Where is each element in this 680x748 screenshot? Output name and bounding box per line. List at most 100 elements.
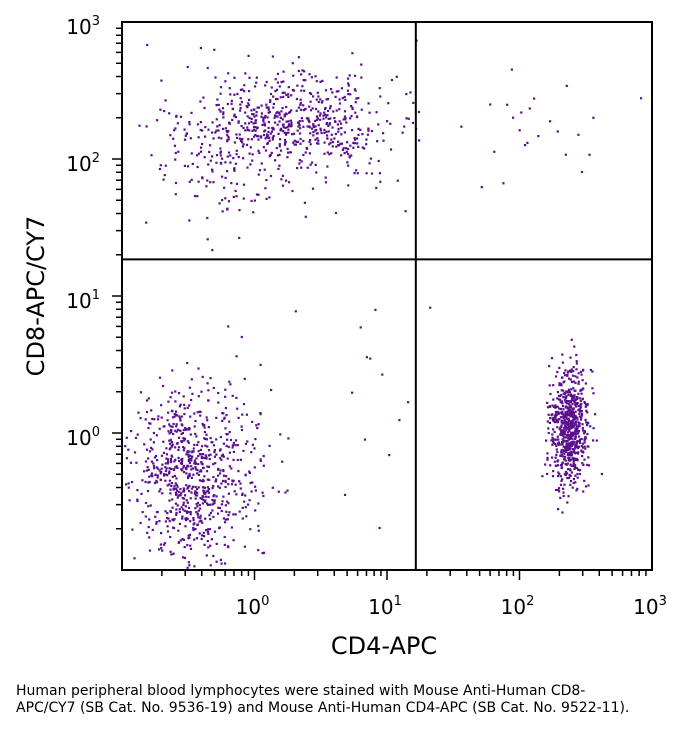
data-point <box>172 416 175 419</box>
data-point <box>556 371 559 374</box>
data-point <box>562 408 565 411</box>
data-point <box>512 116 515 119</box>
data-point <box>296 121 300 124</box>
data-point <box>136 498 139 501</box>
data-point <box>228 420 231 423</box>
data-point <box>329 141 332 144</box>
data-point <box>267 130 270 133</box>
data-point <box>182 501 185 504</box>
data-point <box>290 94 293 97</box>
data-point <box>183 437 187 440</box>
data-point <box>493 150 496 153</box>
data-point <box>252 125 256 129</box>
data-point <box>257 173 260 176</box>
data-point <box>592 439 595 442</box>
data-point <box>374 308 377 311</box>
data-point <box>169 535 172 539</box>
data-point <box>317 95 320 98</box>
data-point <box>185 132 188 135</box>
data-point <box>351 107 354 111</box>
data-point <box>354 111 357 114</box>
data-point <box>197 367 200 370</box>
data-point <box>297 56 300 59</box>
data-point <box>240 100 243 104</box>
data-point <box>166 525 169 528</box>
data-point <box>244 111 247 114</box>
data-point <box>554 375 558 378</box>
data-point <box>158 490 161 493</box>
data-point <box>578 469 582 472</box>
data-point <box>319 127 322 130</box>
data-point <box>588 153 591 156</box>
data-point <box>554 456 557 459</box>
data-point <box>200 462 203 465</box>
data-point <box>569 356 572 359</box>
data-point <box>346 161 349 164</box>
data-point <box>386 120 389 123</box>
data-point <box>195 435 198 438</box>
data-point <box>150 460 153 463</box>
data-point <box>562 396 565 399</box>
data-point <box>340 87 344 90</box>
data-point <box>213 48 216 51</box>
data-point <box>315 98 318 101</box>
data-point <box>545 439 548 442</box>
data-point <box>323 111 326 114</box>
data-point <box>278 111 281 114</box>
data-point <box>269 153 272 156</box>
data-point <box>180 415 183 418</box>
data-point <box>528 107 531 110</box>
data-point <box>309 143 312 146</box>
data-point <box>562 389 565 392</box>
data-point <box>340 127 343 130</box>
data-point <box>206 445 209 448</box>
data-point <box>139 417 142 420</box>
data-point <box>557 508 560 511</box>
data-point <box>298 124 301 127</box>
data-point <box>574 445 578 448</box>
data-point <box>207 399 210 402</box>
data-point <box>586 433 589 436</box>
data-point <box>287 131 290 134</box>
data-point <box>317 139 320 142</box>
data-point <box>574 421 577 424</box>
data-point <box>257 106 260 109</box>
data-point <box>196 469 199 472</box>
data-point <box>147 397 150 400</box>
data-point <box>577 421 580 424</box>
data-point <box>183 556 186 560</box>
data-point <box>290 109 293 112</box>
data-point <box>584 405 587 408</box>
data-point <box>190 459 193 462</box>
data-point <box>281 107 284 110</box>
data-point <box>239 139 243 142</box>
data-point <box>559 496 562 499</box>
data-point <box>563 420 566 423</box>
data-point <box>558 407 561 410</box>
data-point <box>276 97 279 101</box>
data-point <box>204 135 207 138</box>
data-point <box>151 417 154 421</box>
data-point <box>559 443 562 446</box>
data-point <box>298 159 301 162</box>
data-point <box>264 149 268 152</box>
data-point <box>561 441 564 444</box>
data-point <box>227 135 230 138</box>
data-point <box>568 452 571 455</box>
data-point <box>570 338 573 341</box>
data-point <box>551 404 554 407</box>
data-point <box>297 69 300 73</box>
data-point <box>235 182 239 185</box>
data-point <box>178 494 181 497</box>
data-point <box>133 557 136 560</box>
data-point <box>165 467 168 470</box>
data-point <box>557 443 560 446</box>
data-point <box>222 116 225 119</box>
data-point <box>188 533 192 536</box>
data-point <box>188 461 191 465</box>
data-point <box>572 464 575 467</box>
data-point <box>255 114 258 117</box>
data-point <box>232 513 235 516</box>
data-point <box>284 491 287 494</box>
data-point <box>229 438 233 442</box>
